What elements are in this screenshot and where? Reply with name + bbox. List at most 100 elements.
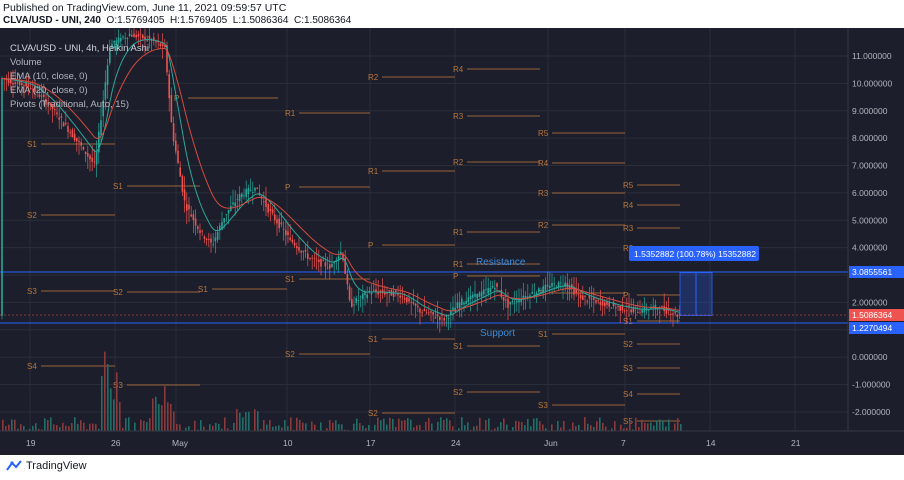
legend-ema-10[interactable]: EMA (10, close, 0) [10,71,88,82]
volume-bar [347,429,349,431]
candle-body [274,214,276,221]
candle-body [43,94,45,97]
volume-bar [125,418,127,431]
candle-body [89,155,91,160]
volume-bar [521,421,523,431]
pivot-label: P [285,183,290,192]
candle-body [469,295,472,299]
volume-bar [248,411,250,431]
candle-body [676,314,679,317]
volume-bar [476,425,478,431]
candle-body [362,293,364,300]
candle-body [311,257,313,259]
candle-body [419,308,421,313]
candle-body [483,289,485,295]
pivot-label: S1 [113,182,123,191]
candle-body [216,231,219,240]
volume-bar [578,424,580,431]
volume-bar [317,429,319,431]
candle-body [491,285,494,288]
time-tick-label: 17 [366,438,376,448]
candle-body [540,291,542,294]
candle-body [425,312,428,314]
candle-body [179,167,181,177]
volume-bar [458,428,460,431]
chart-area[interactable]: P R1 R2 R4 R3 S1 S1 S2 P R1 R2 R4 R5 R3 R2 R1 P R1 R5 R4 R3 R… [0,28,904,455]
candle-body [80,142,82,146]
pivot-label: S3 [27,287,37,296]
candle-body [276,219,278,224]
candle-body [617,306,619,307]
candle-body [76,137,78,142]
volume-bar [56,425,58,431]
support-label: Support [480,328,515,339]
volume-bar [20,424,22,431]
volume-bar [110,388,112,431]
candle-body [597,299,599,301]
candle-body [432,311,434,315]
volume-bar [50,417,52,431]
volume-bar [623,428,625,431]
price-chart[interactable]: P R1 R2 R4 R3 S1 S1 S2 P R1 R2 R4 R5 R3 R2 R1 P R1 R5 R4 R3 R… [0,28,904,455]
candle-body [10,79,12,84]
tradingview-logo[interactable]: TradingView [6,460,87,472]
candle-body [168,74,170,99]
volume-bar [242,417,244,431]
volume-bar [395,426,397,431]
volume-bar [680,424,682,431]
close-label: C: [293,15,304,26]
candle-body [524,296,527,299]
pivot-label: R1 [453,260,464,269]
volume-bar [224,417,226,431]
pivot-label: S1 [453,342,463,351]
legend-ema-20[interactable]: EMA (20, close, 0) [10,85,88,96]
legend-volume[interactable]: Volume [10,57,42,68]
volume-bar [311,421,313,431]
candle-body [403,297,406,300]
candle-body [458,302,461,309]
candle-body [236,199,239,201]
volume-bar [488,418,490,431]
candle-body [25,82,27,87]
volume-bar [74,417,76,431]
candle-body [192,214,195,221]
volume-bar [200,420,202,431]
candle-body [148,35,151,39]
candle-body [100,120,102,136]
candle-body [595,300,597,303]
candle-body [648,309,650,311]
volume-bar [596,421,598,431]
candle-body [575,289,577,294]
candle-body [507,298,509,308]
volume-bar [203,426,205,431]
candle-body [271,209,274,213]
price-tick-label: 9.000000 [852,106,888,116]
candle-body [366,294,368,299]
volume-bar [587,423,589,431]
legend-pivots[interactable]: Pivots (Traditional, Auto, 15) [10,99,129,110]
volume-bar [557,421,559,431]
candle-body [313,257,316,259]
candle-body [337,256,340,261]
candle-body [249,190,252,191]
candle-body [258,192,261,195]
candle-body [450,310,452,316]
candle-body [153,37,155,41]
time-tick-label: 26 [111,438,121,448]
candle-body [395,290,397,293]
legend-title: CLVA/USD - UNI, 4h, Heikin Ashi [10,43,150,54]
candle-body [355,298,357,303]
time-axis: 19 26 May 10 17 24 Jun 7 14 21 [0,430,904,455]
candle-body [641,310,643,313]
pivot-label: R3 [538,189,549,198]
volume-bar [473,426,475,431]
volume-bar [518,421,520,431]
candle-body [175,140,177,152]
pivot-label: R2 [453,158,464,167]
candle-body [498,291,500,293]
volume-bar [368,425,370,431]
candle-body [282,228,285,230]
volume-bar [62,422,64,431]
candle-body [3,78,5,80]
candle-body [12,83,14,85]
